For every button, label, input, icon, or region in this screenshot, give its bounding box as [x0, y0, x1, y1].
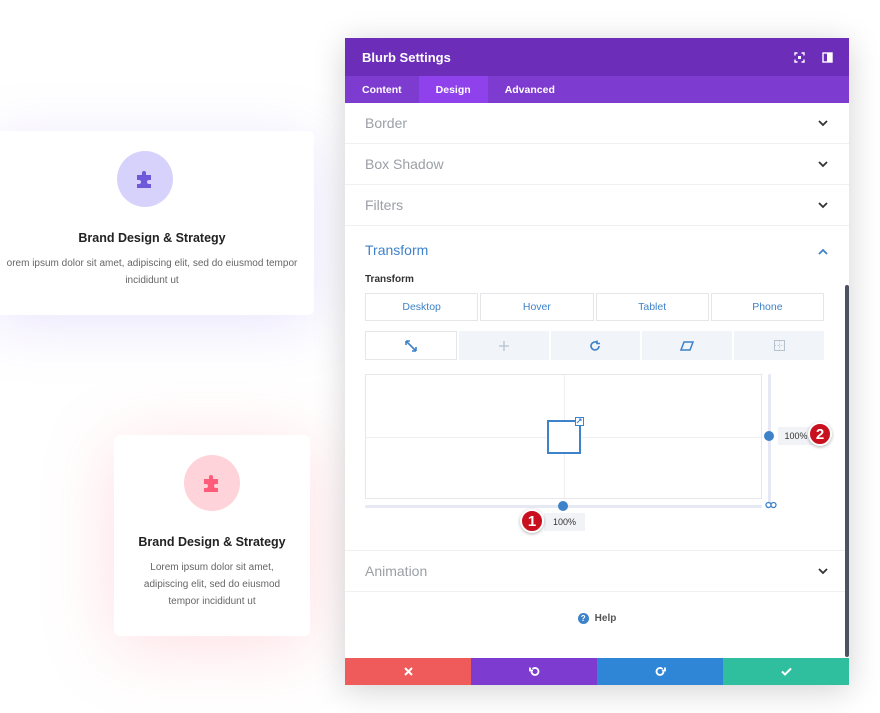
save-button[interactable]	[723, 658, 849, 685]
chevron-down-icon	[817, 565, 829, 577]
device-tab-tablet[interactable]: Tablet	[595, 293, 709, 321]
scale-tool[interactable]	[365, 331, 457, 360]
chevron-down-icon	[817, 158, 829, 170]
resize-handle[interactable]	[575, 417, 584, 426]
link-icon[interactable]	[765, 500, 777, 510]
redo-icon	[655, 667, 666, 676]
rotate-icon	[590, 340, 601, 351]
rotate-tool[interactable]	[550, 331, 641, 360]
blurb-card-1: Brand Design & Strategy orem ipsum dolor…	[0, 131, 314, 315]
device-tabs: Desktop Hover Tablet Phone	[365, 293, 824, 321]
section-label: Box Shadow	[365, 156, 444, 172]
callout-marker: 2	[808, 422, 832, 446]
tab-design[interactable]: Design	[418, 76, 488, 103]
scale-x-value[interactable]: 100%	[544, 513, 585, 531]
tab-content[interactable]: Content	[362, 83, 402, 96]
device-tab-phone[interactable]: Phone	[710, 293, 824, 321]
blurb-settings-modal: Blurb Settings Content Design Advanced B…	[345, 38, 849, 685]
section-label: Border	[365, 115, 408, 131]
section-box-shadow[interactable]: Box Shadow	[345, 144, 849, 185]
blurb-text: orem ipsum dolor sit amet, adipiscing el…	[6, 258, 298, 286]
translate-tool[interactable]	[458, 331, 549, 360]
check-icon	[780, 667, 792, 676]
origin-tool[interactable]	[734, 331, 824, 360]
scrollbar[interactable]	[845, 285, 849, 657]
blurb-title: Brand Design & Strategy	[78, 231, 226, 245]
transform-tools	[365, 331, 824, 360]
origin-icon	[773, 340, 785, 351]
expand-icon[interactable]	[792, 50, 806, 64]
chevron-down-icon	[817, 117, 829, 129]
section-transform: Transform Transform Desktop Hover Tablet…	[345, 226, 849, 551]
puzzle-icon	[204, 475, 218, 492]
modal-title: Blurb Settings	[362, 49, 451, 65]
scale-icon	[405, 339, 417, 352]
settings-tabs: Content Design Advanced	[345, 76, 849, 103]
translate-icon	[498, 340, 509, 351]
transform-label: Transform	[365, 274, 414, 285]
modal-header: Blurb Settings	[345, 38, 849, 76]
help-icon: ?	[577, 613, 589, 624]
section-animation[interactable]: Animation	[345, 551, 849, 592]
skew-icon	[680, 340, 695, 351]
sidebar-toggle-icon[interactable]	[820, 50, 834, 64]
undo-icon	[528, 667, 539, 676]
section-label: Animation	[365, 563, 428, 579]
blurb-card-2: Brand Design & Strategy Lorem ipsum dolo…	[114, 435, 310, 636]
callout-marker: 1	[520, 509, 544, 533]
modal-footer	[345, 658, 849, 685]
section-border[interactable]: Border	[345, 103, 849, 144]
section-label: Filters	[365, 197, 404, 213]
tab-advanced[interactable]: Advanced	[504, 83, 555, 96]
redo-button[interactable]	[597, 658, 723, 685]
discard-button[interactable]	[345, 658, 471, 685]
scale-y-value[interactable]: 100%	[778, 427, 814, 445]
section-label[interactable]: Transform	[365, 242, 429, 258]
blurb-title: Brand Design & Strategy	[138, 535, 286, 549]
undo-button[interactable]	[471, 658, 597, 685]
chevron-down-icon	[817, 199, 829, 211]
blurb-icon-circle	[184, 455, 240, 511]
section-filters[interactable]: Filters	[345, 185, 849, 226]
transform-preview	[365, 374, 762, 499]
scale-y-slider-handle[interactable]	[764, 431, 774, 441]
help-link[interactable]: ? Help	[345, 613, 849, 624]
device-tab-desktop[interactable]: Desktop	[365, 293, 479, 321]
close-icon	[403, 667, 413, 676]
scale-x-slider-handle[interactable]	[558, 501, 568, 511]
chevron-up-icon[interactable]	[817, 245, 829, 257]
device-tab-hover[interactable]: Hover	[480, 293, 594, 321]
blurb-text: Lorem ipsum dolor sit amet, adipiscing e…	[143, 562, 281, 607]
blurb-icon-circle	[117, 151, 173, 207]
skew-tool[interactable]	[642, 331, 733, 360]
puzzle-icon	[137, 171, 151, 188]
help-label: Help	[594, 613, 617, 624]
